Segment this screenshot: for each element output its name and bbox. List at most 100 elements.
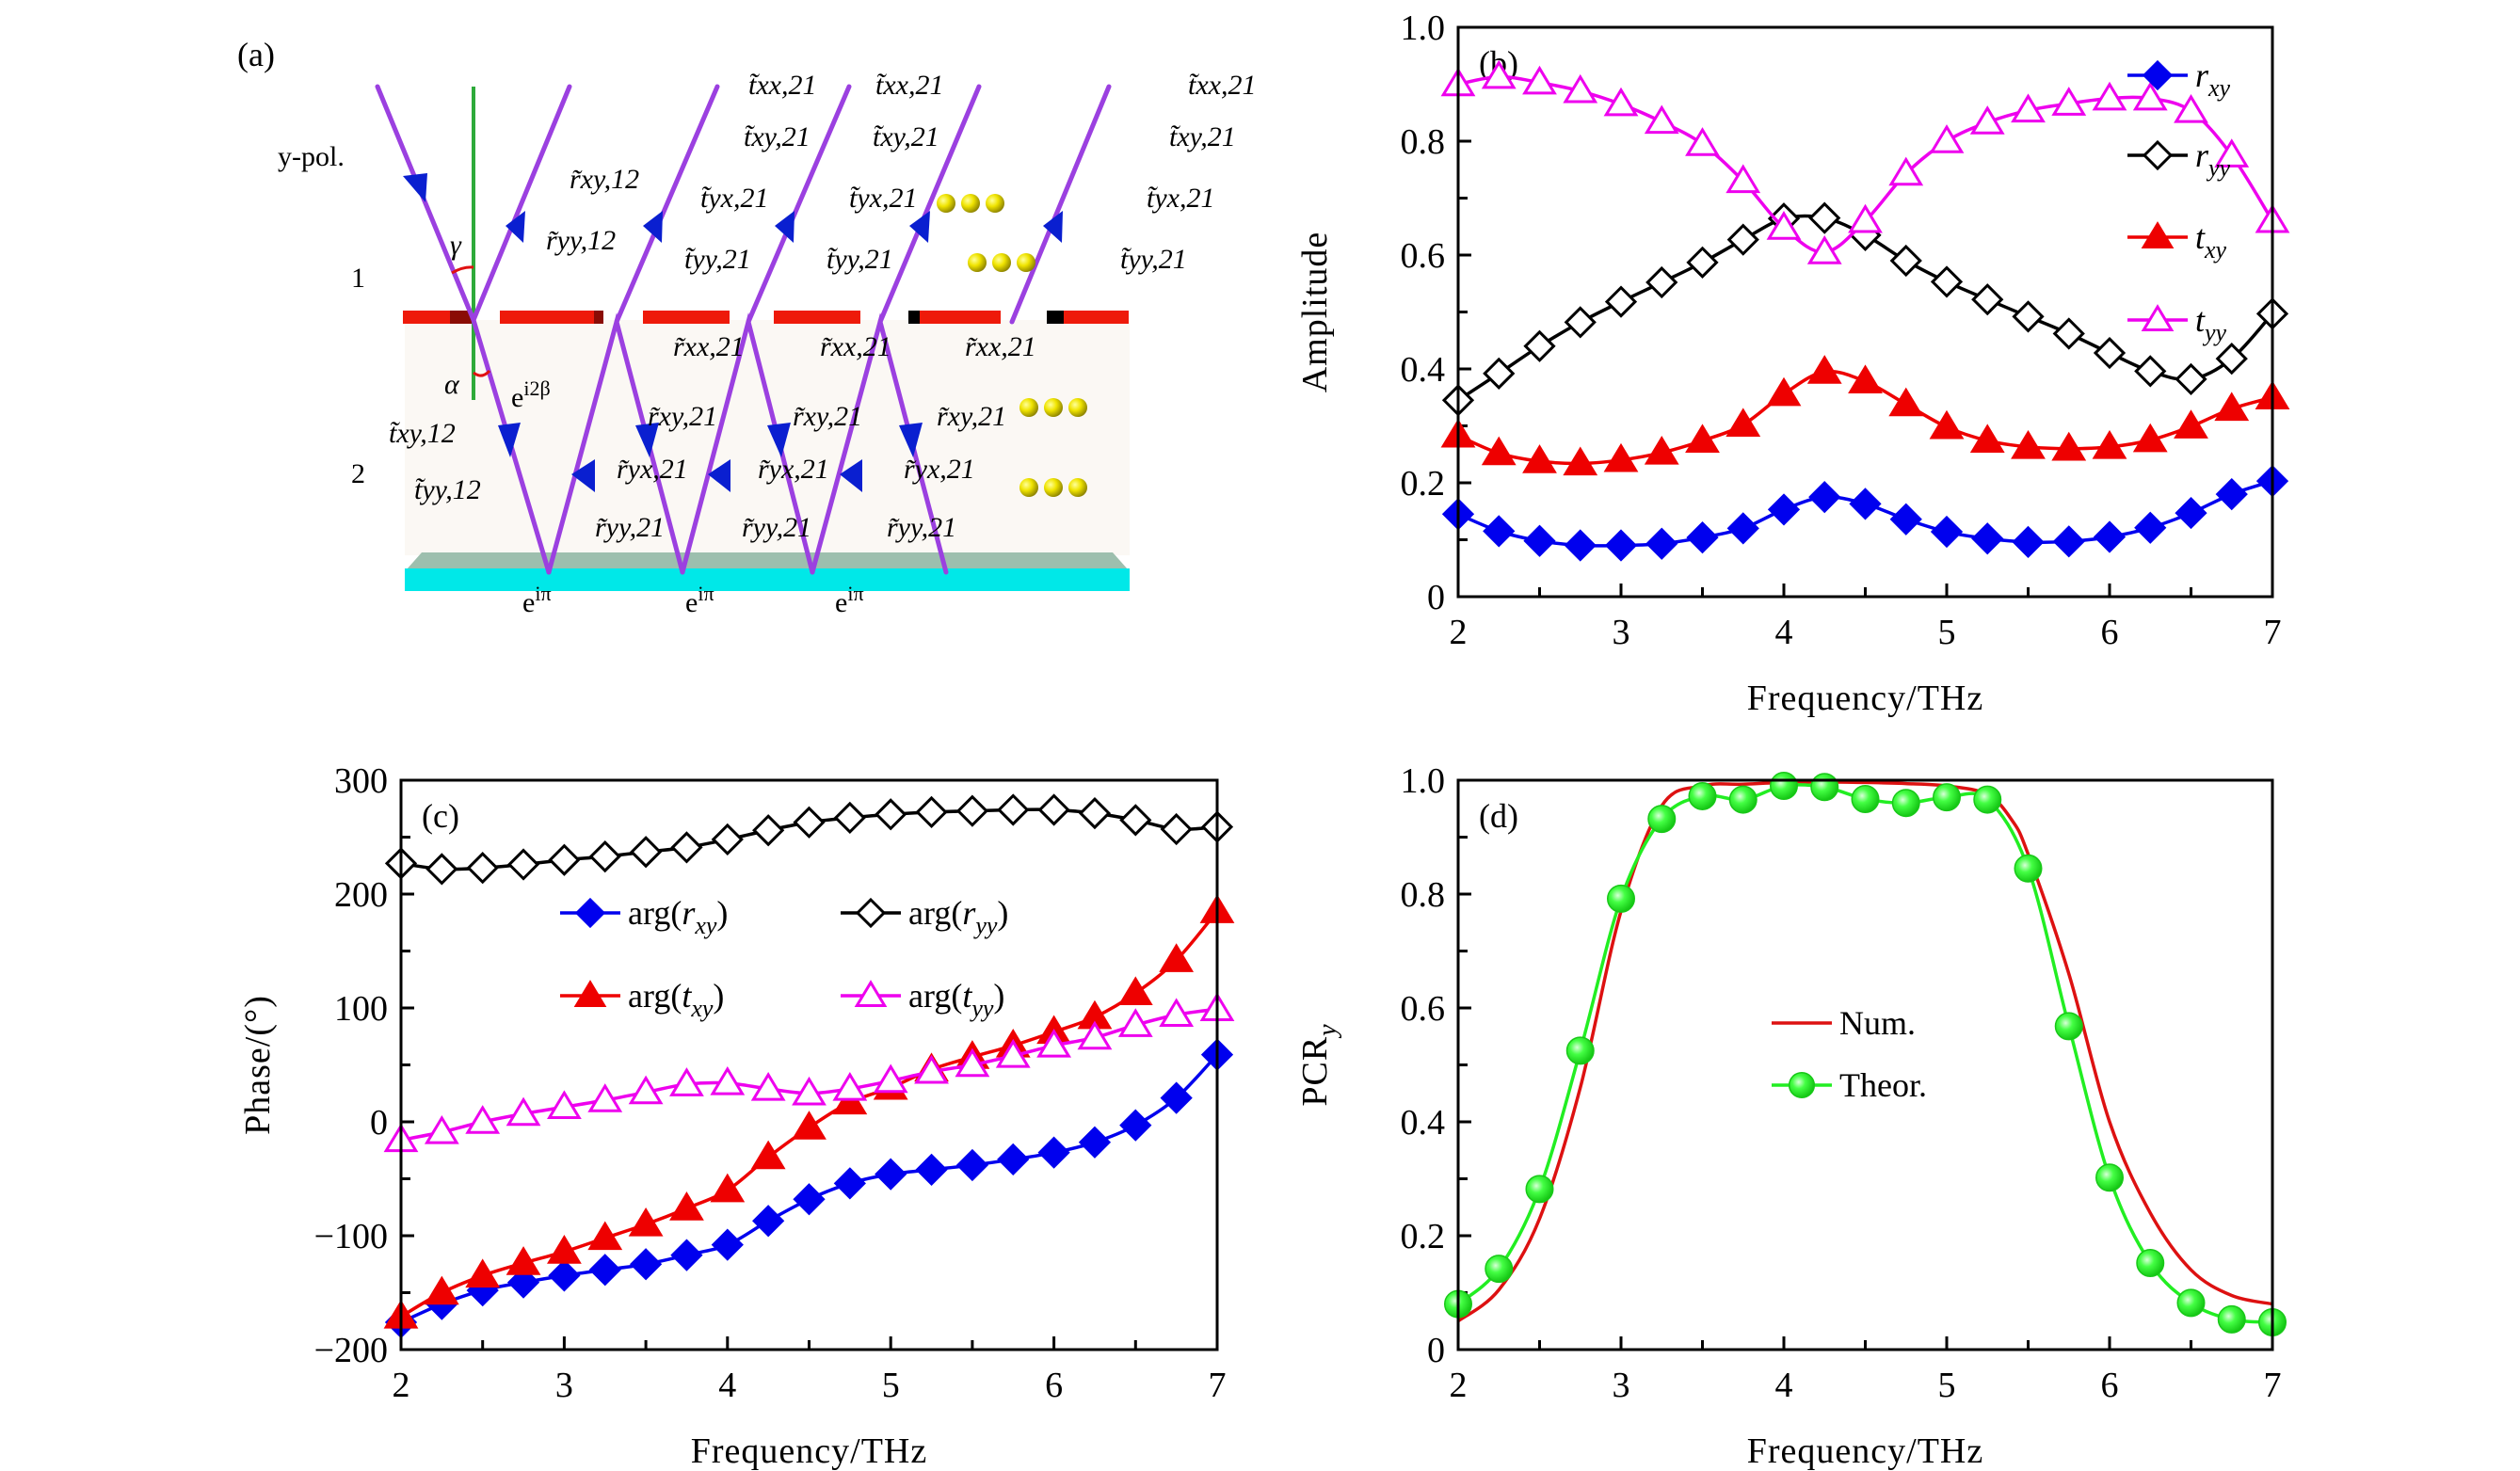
ray-out-3 [877,84,982,325]
diamond-marker [711,823,744,856]
label-rxy21: r̃xy,21 [937,401,1006,432]
diamond-marker [1645,527,1678,560]
label-ryx21: r̃yx,21 [617,454,688,485]
y-tick-label: 0.8 [1401,875,1446,915]
diamond-marker [2215,342,2248,376]
arrow-icon [506,211,525,243]
arrow-icon [767,423,791,457]
legend-label: txy [2195,218,2227,264]
y-tick-label: 0.2 [1401,464,1446,504]
arrow-icon [840,459,862,492]
angle-gamma-label: γ [450,230,462,261]
legend-item: arg(ryy) [841,894,1008,939]
ray-out-2 [746,84,852,325]
label-tyy12: t̃yy,12 [414,474,481,505]
diamond-marker [1971,522,2004,555]
diamond-marker [1564,306,1597,339]
x-axis-title: Frequency/THz [691,1431,927,1471]
ellipsis-dot [1044,398,1063,417]
series-arg-t-yy- [383,992,1235,1153]
triangle-marker [2174,94,2208,123]
plot-frame [1456,778,2274,1351]
y-tick-label: 1.0 [1401,761,1446,801]
triangle-marker [2092,81,2127,111]
x-tick-label: 4 [718,1366,736,1405]
x-tick-label: 3 [1613,613,1630,652]
incident-label: y-pol. [278,141,345,172]
y-tick-label: 0.2 [1401,1217,1446,1256]
diamond-marker [875,1158,907,1191]
label-rxx21: r̃xx,21 [820,331,891,362]
panel-label: (c) [422,797,459,835]
circle-marker [2054,1012,2083,1041]
triangle-marker [547,1090,582,1120]
arrow-icon [775,211,795,243]
arrow-icon [909,211,930,243]
legend-item: txy [2127,218,2227,264]
triangle-marker [573,980,607,1007]
triangle-marker [1969,424,2005,453]
spacer-layer [405,320,1130,555]
legend-label-base: r [682,894,696,932]
legend-label-close: ) [713,977,724,1015]
circle-marker [2136,1249,2165,1278]
diamond-marker [1930,265,1964,298]
diamond-marker [1686,520,1719,554]
ellipsis-dot [992,253,1011,272]
y-tick-label: −200 [314,1331,388,1370]
metasurface-strip-shade [594,311,603,324]
x-tick-label: 7 [2264,613,2282,652]
diamond-marker [1767,493,1801,526]
metasurface-strip [908,311,1001,324]
triangle-marker [628,1075,664,1105]
triangle-marker [465,1258,501,1288]
diamond-marker [2134,511,2167,544]
triangle-marker [710,1065,746,1095]
label-txx21: t̃xx,21 [1188,70,1256,101]
legend-label-subscript: xy [2207,74,2231,102]
triangle-marker [1563,73,1598,104]
y-tick-label: 0.6 [1401,236,1446,276]
diamond-marker [1160,1081,1193,1114]
legend-item: arg(txy) [560,977,724,1022]
panel-d-pcr-chart: 2 3 4 5 6 7 0 0.2 0.4 0.6 0.8 1.0 Frequency/THz PCRy (… [1295,761,2287,1471]
y-tick-label: 0 [1427,1331,1445,1370]
diamond-marker [915,1153,948,1186]
diamond-marker [2012,300,2045,333]
triangle-marker [914,1054,949,1084]
diamond-marker [1604,529,1638,562]
x-tick-label: 6 [2101,613,2119,652]
label-txy21: t̃xy,21 [873,121,939,152]
diamond-marker [588,1254,621,1287]
angle-arc-gamma [451,265,474,275]
arrow-icon [498,423,521,457]
legend-label-close: ) [716,894,728,932]
panel-c-phase-chart: 2 3 4 5 6 7 −200 −100 0 100 200 300 Frequency/THz Pha… [238,761,1235,1471]
triangle-marker [955,1047,990,1078]
diamond-marker [670,1239,703,1271]
diamond-marker [506,848,540,881]
diamond-marker [670,831,703,864]
diamond-marker [1119,804,1152,837]
diamond-marker [793,806,826,839]
ground-phase-label: eiπ [685,582,714,618]
triangle-marker [1888,156,1924,186]
legend-label: Theor. [1839,1066,1927,1104]
panel-label: (d) [1479,797,1518,835]
ellipsis-dot [1019,398,1038,417]
triangle-marker [792,1076,827,1106]
circle-marker [1565,1036,1595,1065]
triangle-marker [669,1067,704,1096]
ellipsis-dot [1017,253,1035,272]
label-txy21: t̃xy,21 [1169,121,1236,152]
diamond-marker [466,852,499,885]
triangle-marker [587,1083,623,1112]
label-ryy21: r̃yy,21 [595,512,665,543]
label-txy21: t̃xy,21 [744,121,811,152]
diamond-marker [1119,1109,1152,1142]
arrow-icon [403,173,427,202]
x-tick-label: 2 [1450,1366,1468,1405]
diamond-marker [1726,223,1759,256]
triangle-marker [2051,431,2087,461]
triangle-marker [2214,138,2250,168]
